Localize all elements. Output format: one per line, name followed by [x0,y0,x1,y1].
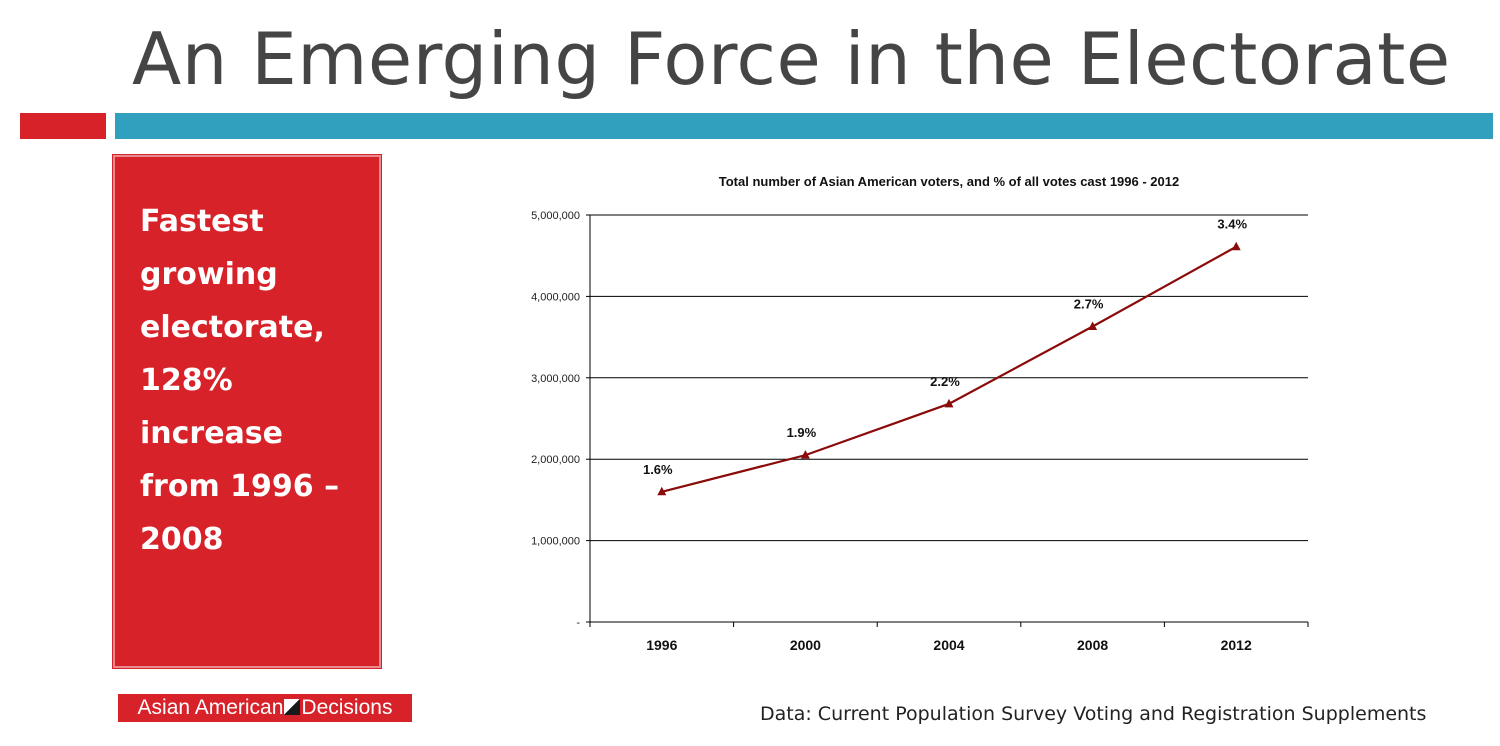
y-tick-label: 4,000,000 [531,291,580,303]
callout-line: 128% [140,363,233,398]
callout-line: from 1996 – [140,469,340,504]
y-tick-label: 5,000,000 [531,210,580,222]
x-tick-label: 2012 [1221,637,1252,653]
y-tick-label: 2,000,000 [531,454,580,466]
x-tick-label: 2004 [933,637,964,653]
callout-line: increase [140,416,284,451]
slide-title: An Emerging Force in the Electorate [132,17,1451,101]
brand-logo: Asian American Decisions [118,694,412,722]
x-tick-label: 1996 [646,637,677,653]
y-tick-label: 3,000,000 [531,373,580,385]
data-label: 1.6% [643,462,673,477]
source-note: Data: Current Population Survey Voting a… [760,703,1427,725]
header-accent-red [20,113,106,139]
callout-line: electorate, [140,310,325,345]
data-label: 3.4% [1217,217,1247,232]
callout-text: Fastest growing electorate, 128% increas… [140,195,380,566]
data-point-marker [944,398,954,408]
data-point-marker [1231,241,1241,251]
data-point-marker [657,486,667,496]
callout-line: growing [140,257,278,292]
data-label: 2.2% [930,374,960,389]
x-tick-label: 2000 [790,637,821,653]
y-tick-label: 1,000,000 [531,536,580,548]
voters-line-chart: Total number of Asian American voters, a… [531,174,1309,653]
brand-left-text: Asian American [137,696,284,719]
brand-right-text: Decisions [301,696,393,719]
data-label: 1.9% [787,425,817,440]
callout-line: Fastest [140,204,264,239]
chart-title: Total number of Asian American voters, a… [719,174,1179,189]
header-accent-blue [115,113,1493,139]
y-tick-label: - [576,617,580,629]
series-line [661,245,1237,493]
callout-line: 2008 [140,522,224,557]
x-tick-label: 2008 [1077,637,1108,653]
data-label: 2.7% [1074,297,1104,312]
brand-mark-icon [284,699,301,715]
data-point-marker [800,450,810,459]
data-point-marker [1088,321,1098,331]
callout-box: Fastest growing electorate, 128% increas… [112,154,382,669]
